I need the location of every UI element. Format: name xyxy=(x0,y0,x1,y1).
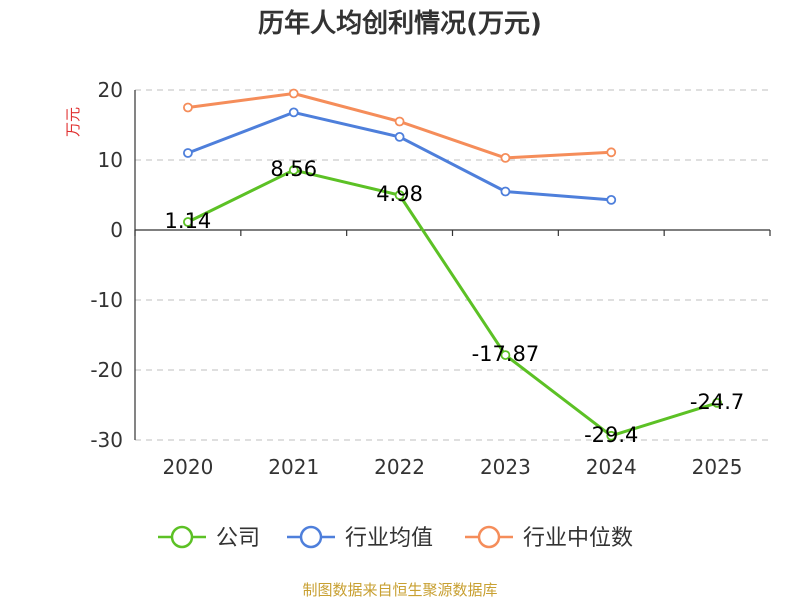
legend-marker xyxy=(299,525,323,549)
legend-label[interactable]: 公司 xyxy=(216,526,260,551)
data-label: -17.87 xyxy=(472,342,540,366)
axes: 20 10 0 -10 -20 -30 2020 2021 2022 2023 2024 2025 xyxy=(90,78,771,479)
series-lines xyxy=(183,88,722,441)
y-tick-label: -30 xyxy=(90,428,123,452)
data-point[interactable] xyxy=(288,88,299,99)
x-tick-label: 2021 xyxy=(268,455,319,479)
data-label: -29.4 xyxy=(584,423,638,447)
data-point[interactable] xyxy=(288,165,299,175)
data-point[interactable] xyxy=(394,116,405,127)
legend[interactable]: 公司 行业均值 行业中位数 xyxy=(158,525,633,551)
x-tick-label: 2024 xyxy=(586,455,637,479)
x-tick-label: 2020 xyxy=(162,455,213,479)
data-point[interactable] xyxy=(712,397,722,408)
legend-marker xyxy=(170,525,194,549)
data-label: -24.7 xyxy=(690,390,744,414)
data-point[interactable] xyxy=(183,102,193,113)
data-label: 8.56 xyxy=(270,157,317,181)
data-point[interactable] xyxy=(394,131,405,142)
data-point[interactable] xyxy=(183,217,193,227)
y-axis-unit-label: 万元 xyxy=(64,107,82,137)
y-tick-label: 0 xyxy=(110,218,123,242)
x-tick-label: 2022 xyxy=(374,455,425,479)
x-tick-label: 2023 xyxy=(480,455,531,479)
grid-lines xyxy=(135,89,770,441)
y-tick-label: -20 xyxy=(90,358,123,382)
data-point[interactable] xyxy=(606,147,617,158)
chart-title: 历年人均创利情况(万元) xyxy=(258,8,542,39)
data-point[interactable] xyxy=(500,186,511,197)
series-line-0 xyxy=(187,168,718,438)
data-label: 4.98 xyxy=(376,182,423,206)
data-point[interactable] xyxy=(288,107,299,118)
data-point[interactable] xyxy=(606,194,617,205)
data-point[interactable] xyxy=(500,350,511,360)
data-point[interactable] xyxy=(606,430,617,441)
y-tick-label: 10 xyxy=(98,148,123,172)
x-tick-label: 2025 xyxy=(692,455,743,479)
legend-label[interactable]: 行业均值 xyxy=(345,526,433,551)
data-point[interactable] xyxy=(500,152,511,163)
source-note: 制图数据来自恒生聚源数据库 xyxy=(302,581,497,599)
data-labels: 1.14 8.56 4.98 -17.87 -29.4 -24.7 xyxy=(165,157,745,447)
legend-label[interactable]: 行业中位数 xyxy=(523,526,633,551)
data-point[interactable] xyxy=(183,148,193,158)
legend-marker xyxy=(477,525,501,549)
data-label: 1.14 xyxy=(165,209,212,233)
data-point[interactable] xyxy=(394,190,405,201)
y-tick-label: -10 xyxy=(90,288,123,312)
y-tick-label: 20 xyxy=(98,78,123,102)
